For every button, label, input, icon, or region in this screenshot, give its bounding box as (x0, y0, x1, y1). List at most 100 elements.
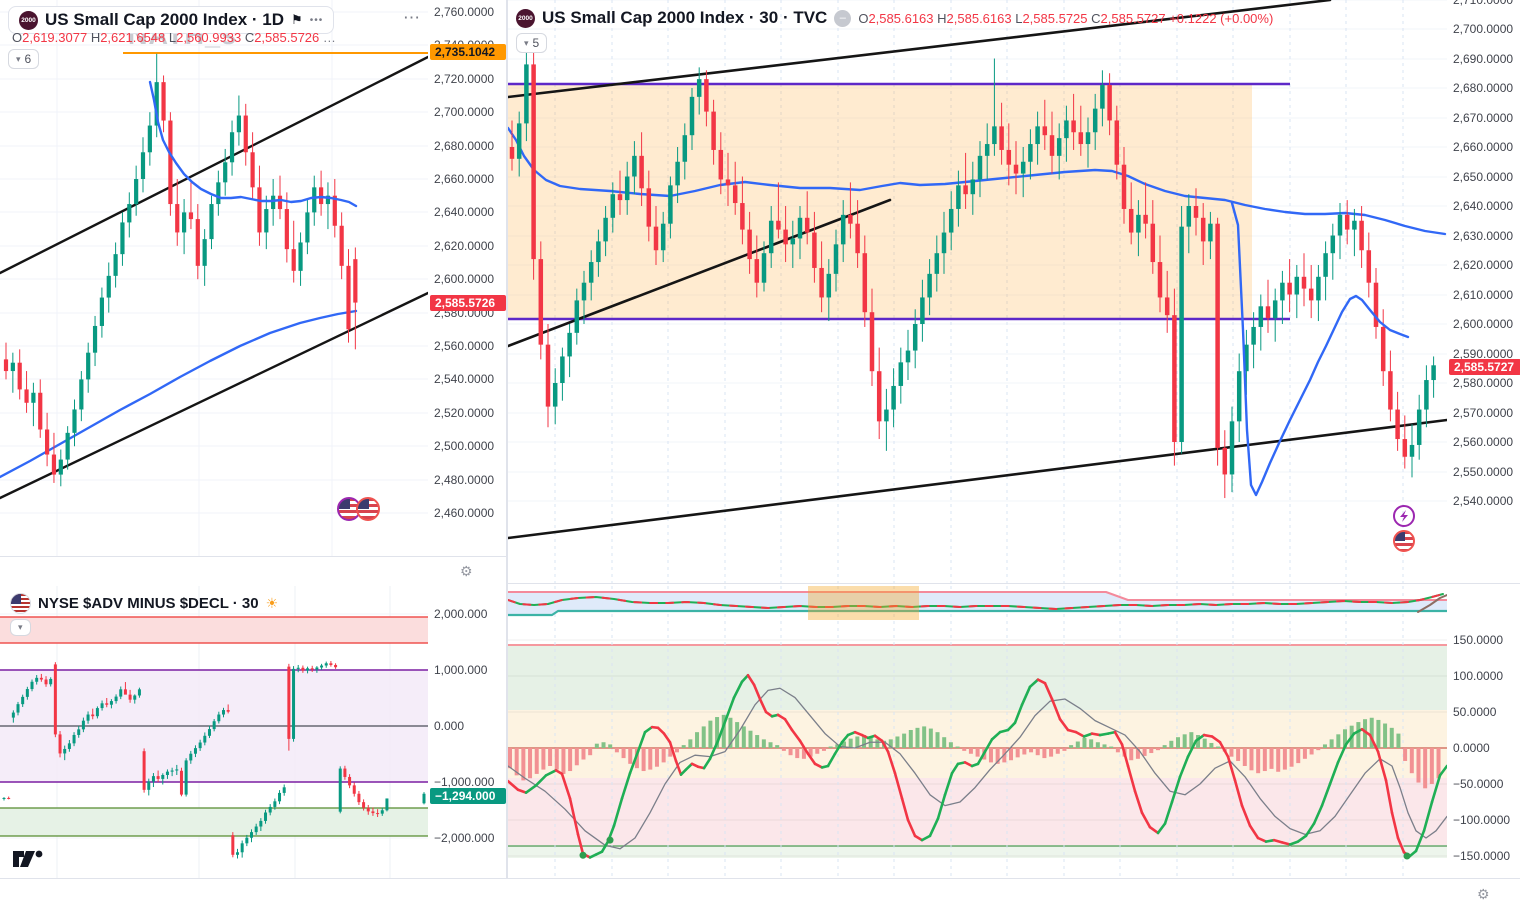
us-flag-icon (10, 593, 31, 614)
ohlc-letter: O (858, 10, 869, 26)
price-tick-label[interactable]: −2,000.000 (434, 831, 495, 845)
price-tick-label[interactable]: 2,700.0000 (1453, 22, 1514, 36)
legend-hide-icon[interactable]: – (834, 9, 852, 27)
price-tick-label[interactable]: −1,000.000 (434, 775, 495, 789)
price-tick-label[interactable]: 2,670.0000 (1453, 111, 1514, 125)
price-tick-label[interactable]: −50.0000 (1453, 777, 1504, 791)
price-tick-label[interactable]: 2,600.0000 (434, 272, 495, 286)
price-tick-label[interactable]: 2,520.0000 (434, 406, 495, 420)
ohlc-value: 2,585.5727 (1100, 10, 1170, 26)
left-chart-legend[interactable]: 2000 US Small Cap 2000 Index · 1D ⚑ ••• (8, 6, 335, 34)
tradingview-logo[interactable] (12, 846, 48, 872)
price-tick-label[interactable]: 2,540.0000 (434, 372, 495, 386)
right-legend-collapse-button[interactable]: ▾ 5 (516, 33, 548, 53)
ohlc-letter: H (937, 10, 947, 26)
price-tick-label[interactable]: 2,620.0000 (1453, 258, 1514, 272)
right-chart-legend[interactable]: 2000 US Small Cap 2000 Index · 30 · TVC … (516, 8, 1273, 28)
bottom-left-legend[interactable]: NYSE $ADV MINUS $DECL · 30 ☀ (10, 593, 278, 614)
ohlc-value: 2,585.5725 (1022, 10, 1092, 26)
price-tick-label[interactable]: 2,610.0000 (1453, 288, 1514, 302)
price-tick-label[interactable]: 2,600.0000 (1453, 317, 1514, 331)
last-price-label[interactable]: 2,585.5726 (430, 295, 506, 311)
price-tick-label[interactable]: 2,000.000 (434, 607, 488, 621)
ohlc-more: … (322, 30, 336, 45)
bottom-left-collapse-button[interactable]: ▾ (10, 619, 31, 636)
bottom-left-title[interactable]: NYSE $ADV MINUS $DECL · 30 (38, 595, 259, 612)
ohlc-letter: H (90, 30, 101, 45)
last-price-label[interactable]: −1,294.000 (430, 788, 506, 804)
breadth-chart-plot (0, 586, 428, 878)
change-value: +0.1222 (+0.00%) (1169, 10, 1274, 26)
price-tick-label[interactable]: 0.000 (434, 719, 465, 733)
symbol-logo-icon: 2000 (19, 10, 38, 30)
price-tick-label[interactable]: 2,580.0000 (1453, 376, 1514, 390)
price-tick-label[interactable]: 2,680.0000 (1453, 81, 1514, 95)
corner-icons (1393, 505, 1415, 552)
price-tick-label[interactable]: 2,640.0000 (434, 205, 495, 219)
time-axis-settings-gear-icon[interactable]: ⚙ (1477, 886, 1490, 902)
instrument-flag-icons (337, 497, 380, 521)
price-tick-label[interactable]: 2,660.0000 (1453, 140, 1514, 154)
ohlc-value: 2,560.9933 (176, 30, 245, 45)
flag-icon[interactable]: ⚑ (291, 12, 303, 27)
ohlc-letter: L (168, 30, 177, 45)
price-tick-label[interactable]: 2,710.0000 (1453, 0, 1514, 7)
ohlc-value: 2,585.6163 (868, 10, 938, 26)
pane-divider[interactable] (506, 0, 508, 911)
ohlc-letter: C (244, 30, 255, 45)
price-tick-label[interactable]: 2,660.0000 (434, 172, 495, 186)
price-tick-label[interactable]: −100.0000 (1453, 813, 1511, 827)
left-object-count: 6 (24, 52, 32, 66)
left-legend-collapse-button[interactable]: ▾ 6 (8, 49, 40, 69)
price-tick-label[interactable]: 2,760.0000 (434, 5, 495, 19)
price-tick-label[interactable]: 150.0000 (1453, 633, 1504, 647)
oscillator-plot (508, 586, 1447, 876)
price-tick-label[interactable]: 2,590.0000 (1453, 347, 1514, 361)
price-tick-label[interactable]: 2,480.0000 (434, 473, 495, 487)
price-tick-label[interactable]: 2,680.0000 (434, 139, 495, 153)
ohlc-letter: C (1091, 10, 1101, 26)
chevron-down-icon: ▾ (18, 622, 23, 632)
price-tick-label[interactable]: 2,550.0000 (1453, 465, 1514, 479)
ohlc-value: 2,621.6548 (100, 30, 169, 45)
price-tick-label[interactable]: 2,650.0000 (1453, 170, 1514, 184)
price-tick-label[interactable]: 2,630.0000 (1453, 229, 1514, 243)
price-tick-label[interactable]: 2,560.0000 (434, 339, 495, 353)
time-axis-settings-gear-icon[interactable]: ⚙ (460, 563, 473, 579)
more-options-icon[interactable]: ••• (309, 14, 324, 26)
ohlc-value: 2,619.3077 (22, 30, 91, 45)
left-time-axis[interactable] (0, 556, 506, 586)
price-tick-label[interactable]: 0.0000 (1453, 741, 1490, 755)
pane-more-icon[interactable]: ⋯ (403, 8, 420, 27)
right-chart-title[interactable]: US Small Cap 2000 Index · 30 · TVC (542, 8, 828, 27)
alert-price-label[interactable]: 2,735.1042 (430, 44, 506, 60)
price-tick-label[interactable]: 2,540.0000 (1453, 494, 1514, 508)
price-tick-label[interactable]: 2,560.0000 (1453, 435, 1514, 449)
left-chart-title[interactable]: US Small Cap 2000 Index · 1D (45, 10, 285, 29)
chevron-down-icon: ▾ (524, 37, 529, 48)
chevron-down-icon: ▾ (16, 53, 21, 64)
market-status-sun-icon: ☀ (265, 595, 279, 611)
price-tick-label[interactable]: 1,000.000 (434, 663, 488, 677)
ohlc-value: 2,585.5726 (254, 30, 323, 45)
right-pane-divider[interactable] (508, 583, 1520, 584)
bottom-time-axis[interactable] (0, 878, 1520, 911)
price-tick-label[interactable]: 50.0000 (1453, 705, 1497, 719)
right-ohlc-values: O2,585.6163 H2,585.6163 L2,585.5725 C2,5… (858, 11, 1273, 26)
price-tick-label[interactable]: −150.0000 (1453, 849, 1511, 863)
price-tick-label[interactable]: 2,640.0000 (1453, 199, 1514, 213)
price-tick-label[interactable]: 2,500.0000 (434, 439, 495, 453)
price-tick-label[interactable]: 2,570.0000 (1453, 406, 1514, 420)
price-tick-label[interactable]: 2,460.0000 (434, 506, 495, 520)
price-tick-label[interactable]: 2,720.0000 (434, 72, 495, 86)
price-tick-label[interactable]: 100.0000 (1453, 669, 1504, 683)
ohlc-letter: O (12, 30, 23, 45)
price-tick-label[interactable]: 2,620.0000 (434, 239, 495, 253)
right-object-count: 5 (532, 36, 540, 50)
price-tick-label[interactable]: 2,690.0000 (1453, 52, 1514, 66)
price-tick-label[interactable]: 2,700.0000 (434, 105, 495, 119)
left-ohlc-values: O2,619.3077 H2,621.6548 L2,560.9933 C2,5… (12, 30, 336, 45)
left-chart-plot (0, 0, 428, 556)
last-price-label[interactable]: 2,585.5727 (1449, 359, 1520, 375)
